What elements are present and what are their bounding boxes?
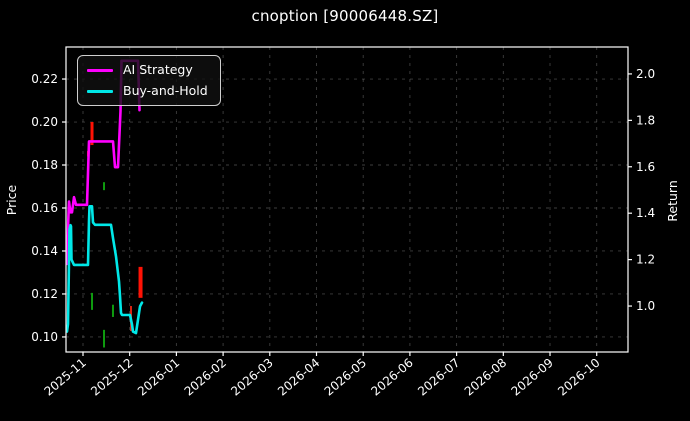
candle-bar [90,122,94,146]
legend-swatch-ai-strategy [87,68,113,72]
legend-swatch-buy-and-hold [87,89,113,93]
left-tick-label: 0.18 [31,158,58,172]
x-tick-label: 2026-05 [322,356,369,399]
candle-bar [138,266,143,298]
x-tick-label: 2026-10 [555,356,602,399]
legend-label-buy-and-hold: Buy-and-Hold [123,82,208,98]
right-tick-label: 1.4 [636,206,655,220]
left-tick-label: 0.22 [31,72,58,86]
x-tick-label: 2026-01 [135,356,182,399]
candle-bar [103,329,106,348]
right-tick-label: 1.2 [636,253,655,267]
right-axis-label: Return [665,180,680,221]
x-tick-label: 2026-09 [509,356,556,399]
x-tick-label: 2026-07 [415,356,462,399]
x-tick-label: 2026-06 [368,356,415,399]
candle-bar [91,292,94,310]
x-tick-label: 2026-04 [275,356,322,399]
legend: AI Strategy Buy-and-Hold [77,55,221,106]
x-tick-label: 2025-12 [88,356,135,399]
left-axis-label: Price [4,184,19,215]
legend-item-buy-and-hold: Buy-and-Hold [87,82,208,100]
left-tick-label: 0.16 [31,201,58,215]
x-tick-label: 2025-11 [42,356,89,399]
legend-item-ai-strategy: AI Strategy [87,61,208,79]
x-tick-label: 2026-02 [182,356,229,399]
x-tick-label: 2026-08 [462,356,509,399]
right-tick-label: 1.8 [636,113,655,127]
chart-title: cnoption [90006448.SZ] [251,7,439,25]
right-tick-label: 1.6 [636,160,655,174]
buy-and-hold-line [65,205,144,335]
candle-bar [103,182,106,191]
candle-bar [111,304,114,317]
x-tick-label: 2026-03 [228,356,275,399]
left-tick-label: 0.20 [31,115,58,129]
left-tick-label: 0.12 [31,287,58,301]
left-tick-label: 0.10 [31,330,58,344]
left-tick-label: 0.14 [31,244,58,258]
right-tick-label: 1.0 [636,299,655,313]
plot-border [65,46,629,353]
right-tick-label: 2.0 [636,67,655,81]
legend-label-ai-strategy: AI Strategy [123,61,193,77]
